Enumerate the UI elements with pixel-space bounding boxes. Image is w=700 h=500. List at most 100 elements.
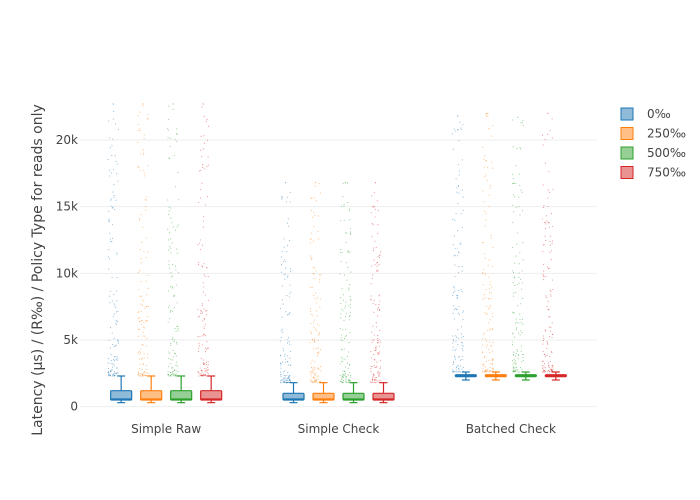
outlier-point	[348, 289, 350, 291]
outlier-point	[175, 375, 177, 377]
outlier-point	[452, 338, 454, 340]
outlier-point	[142, 344, 144, 346]
outlier-point	[284, 378, 286, 380]
outlier-point	[206, 364, 208, 366]
legend-item[interactable]: 500‰	[620, 146, 686, 160]
outlier-point	[545, 223, 547, 225]
outlier-point	[310, 197, 312, 200]
outlier-point	[488, 288, 491, 290]
outlier-point	[289, 380, 292, 382]
outlier-point	[311, 197, 313, 199]
outlier-point	[490, 234, 492, 236]
legend-item[interactable]: 750‰	[620, 166, 686, 180]
outlier-point	[549, 235, 551, 237]
outlier-point	[344, 182, 347, 184]
outlier-point	[199, 239, 201, 241]
outlier-point	[452, 218, 454, 220]
outlier-point	[378, 352, 380, 354]
outlier-point	[142, 373, 144, 375]
outlier-point	[284, 182, 287, 184]
outlier-point	[513, 292, 515, 294]
outlier-point	[520, 330, 522, 332]
outlier-point	[512, 366, 514, 368]
outlier-point	[542, 273, 544, 275]
outlier-point	[546, 220, 548, 222]
outlier-point	[313, 348, 315, 350]
outlier-point	[143, 321, 145, 324]
x-tick-label: Simple Raw	[131, 422, 201, 436]
outlier-point	[201, 344, 203, 346]
outlier-point	[458, 170, 460, 172]
outlier-point	[290, 271, 292, 273]
outlier-point	[513, 211, 515, 213]
outlier-point	[174, 352, 176, 354]
outlier-point	[452, 340, 455, 342]
outlier-point	[284, 278, 286, 280]
outlier-point	[378, 339, 380, 341]
outlier-point	[140, 262, 142, 264]
outlier-point	[207, 373, 209, 375]
outlier-point	[139, 352, 141, 354]
outlier-point	[137, 123, 139, 126]
outlier-point	[176, 343, 178, 345]
outlier-point	[171, 286, 173, 288]
outlier-point	[200, 149, 202, 151]
outlier-point	[349, 364, 351, 366]
outlier-point	[346, 362, 348, 364]
outlier-point	[374, 378, 376, 381]
outlier-point	[113, 346, 115, 348]
outlier-point	[197, 244, 199, 246]
outlier-point	[349, 231, 351, 233]
outlier-point	[547, 266, 549, 268]
outlier-point	[484, 176, 486, 178]
outlier-point	[379, 368, 381, 370]
outlier-point	[201, 304, 203, 307]
outlier-point	[546, 371, 548, 373]
outlier-point	[452, 148, 454, 150]
outlier-point	[518, 371, 520, 373]
outlier-point	[317, 355, 319, 357]
outlier-point	[350, 300, 352, 302]
outlier-point	[342, 375, 344, 377]
outlier-point	[168, 206, 170, 208]
outlier-point	[202, 220, 204, 222]
outlier-point	[138, 358, 141, 360]
outlier-point	[550, 326, 552, 328]
outlier-point	[289, 311, 291, 313]
outlier-point	[311, 216, 314, 218]
outlier-point	[176, 128, 178, 130]
outlier-point	[140, 323, 142, 326]
outlier-point	[349, 315, 351, 317]
outlier-point	[373, 259, 375, 261]
outlier-point	[373, 339, 375, 341]
outlier-point	[198, 372, 200, 374]
outlier-point	[374, 366, 376, 369]
grid-lines	[80, 139, 597, 408]
legend-item[interactable]: 250‰	[620, 127, 686, 141]
outlier-point	[376, 269, 378, 271]
outlier-point	[378, 254, 380, 256]
outlier-point	[551, 336, 553, 339]
outlier-point	[515, 255, 517, 257]
outlier-point	[378, 309, 380, 311]
outlier-point	[284, 361, 286, 363]
outlier-point	[167, 137, 169, 139]
legend[interactable]: 0‰ 250‰ 500‰ 750‰	[620, 107, 686, 180]
outlier-point	[484, 155, 486, 157]
outlier-point	[109, 137, 111, 139]
outlier-point	[285, 358, 287, 360]
outlier-point	[140, 319, 142, 321]
outlier-point	[548, 365, 550, 367]
outlier-point	[319, 306, 321, 308]
outlier-point	[108, 120, 110, 122]
outlier-point	[346, 356, 348, 358]
outlier-point	[492, 167, 494, 169]
outlier-point	[168, 249, 170, 251]
outlier-point	[519, 214, 521, 216]
outlier-point	[113, 110, 115, 112]
outlier-point	[177, 325, 179, 328]
outlier-point	[340, 220, 342, 222]
outlier-point	[344, 373, 347, 375]
legend-item[interactable]: 0‰	[620, 107, 671, 121]
outlier-point	[550, 259, 552, 261]
